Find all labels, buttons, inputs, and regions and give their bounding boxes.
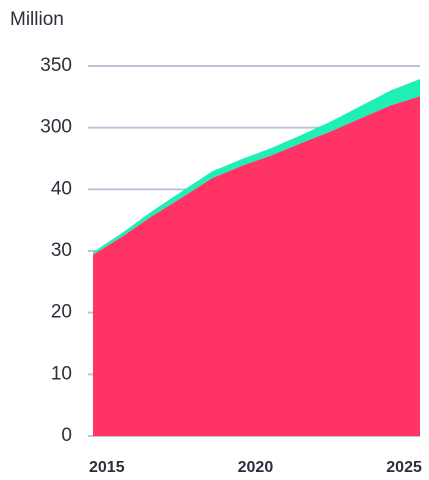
y-tick-label: 10 [51,363,72,384]
y-tick-label: 20 [51,302,72,323]
y-tick-label: 350 [40,55,72,76]
y-tick-label: 300 [40,117,72,138]
area [93,78,420,255]
y-tick-label: 30 [51,240,72,261]
area [93,96,420,436]
x-tick-label: 2020 [238,459,274,476]
y-tick-label: 0 [61,425,72,446]
y-tick-label: 40 [51,178,72,199]
axis-unit-label: Million [10,9,64,30]
x-tick-label: 2015 [89,459,125,476]
x-tick-label: 2025 [386,459,422,476]
